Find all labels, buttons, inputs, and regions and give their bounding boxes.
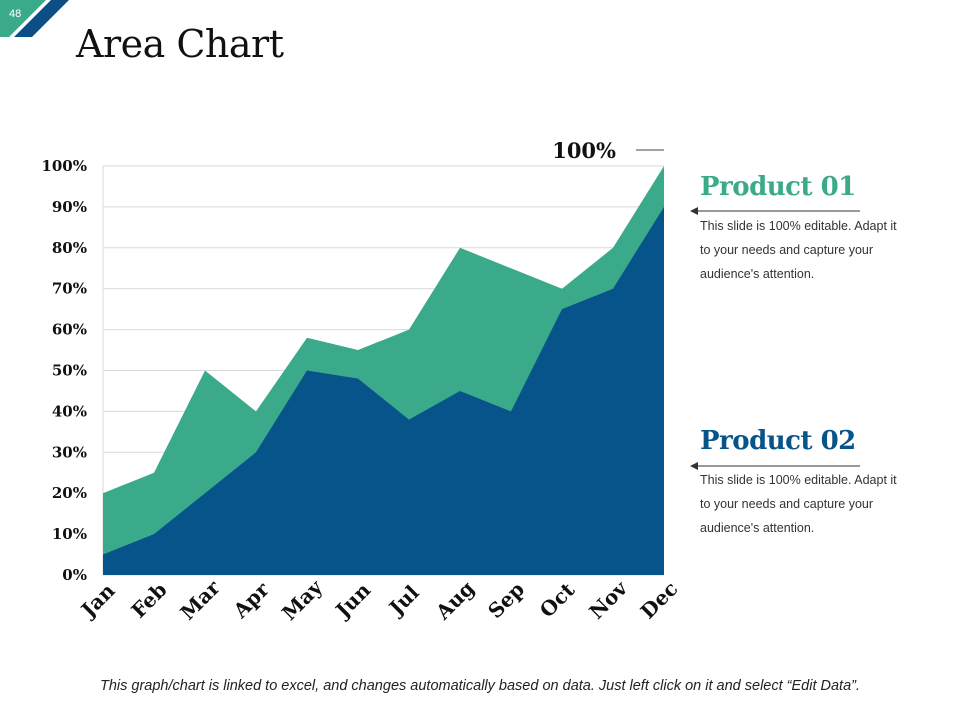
x-tick-label: Dec (636, 577, 683, 624)
x-tick-label: Nov (584, 575, 633, 624)
y-tick-label: 20% (52, 484, 87, 502)
x-tick-label: Apr (228, 577, 274, 623)
legend-description-product-01: This slide is 100% editable. Adapt it to… (700, 219, 897, 281)
x-tick-label: Oct (535, 577, 580, 622)
slide-number-badge (0, 0, 69, 37)
legend-product-02: Product 02 This slide is 100% editable. … (700, 426, 920, 540)
y-tick-label: 70% (52, 280, 87, 298)
annotation-label: 100% (552, 138, 616, 163)
y-tick-label: 40% (52, 402, 87, 420)
legend-description-product-02: This slide is 100% editable. Adapt it to… (700, 473, 897, 535)
legend-title-product-01: Product 01 (700, 172, 856, 202)
y-tick-label: 10% (52, 525, 87, 543)
legend-product-01: Product 01 This slide is 100% editable. … (700, 172, 920, 286)
area-series-product-02[interactable] (103, 206, 664, 575)
page-title: Area Chart (76, 22, 284, 66)
arrow-left-icon (690, 207, 860, 215)
x-tick-label: Sep (483, 577, 529, 623)
x-tick-label: Jul (383, 580, 424, 621)
y-tick-label: 50% (52, 362, 87, 380)
y-tick-label: 30% (52, 443, 87, 461)
y-tick-label: 0% (62, 566, 87, 584)
footer-note: This graph/chart is linked to excel, and… (99, 678, 861, 694)
arrow-left-icon (690, 462, 860, 470)
y-tick-label: 100% (41, 157, 87, 175)
x-tick-label: Feb (126, 577, 171, 622)
slide-number: 48 (9, 8, 22, 20)
y-tick-label: 90% (52, 198, 87, 216)
y-tick-label: 60% (52, 321, 87, 339)
legend-title-product-02: Product 02 (700, 426, 856, 456)
x-tick-label: Jun (330, 578, 376, 624)
x-tick-label: Jan (75, 578, 120, 623)
x-tick-label: Aug (430, 576, 479, 625)
y-tick-label: 80% (52, 239, 87, 257)
x-tick-label: May (277, 574, 328, 625)
x-tick-label: Mar (175, 575, 225, 625)
